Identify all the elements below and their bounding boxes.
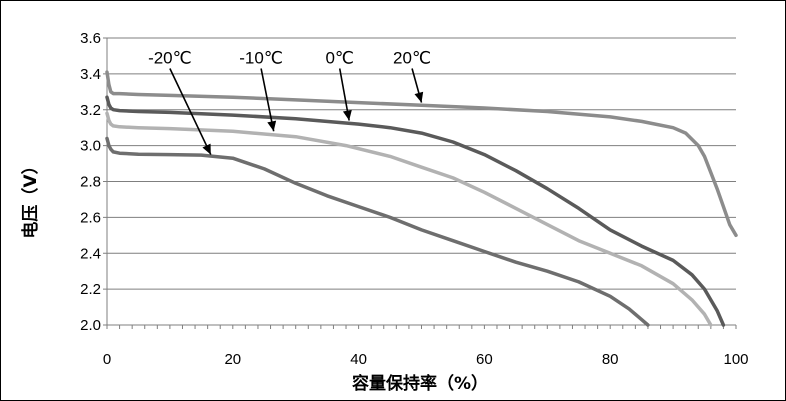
series-line--20℃ [105, 136, 650, 327]
x-tick-label: 40 [350, 351, 367, 368]
y-tick-label: 3.4 [80, 66, 101, 83]
y-tick-label: 2.2 [80, 281, 101, 298]
annotation-arrowhead [267, 120, 277, 132]
series-line-0℃ [105, 95, 726, 327]
annotation-label: 20℃ [393, 48, 431, 67]
gridlines [107, 37, 736, 326]
x-tick-label: 80 [602, 351, 619, 368]
annotation-arrowhead [414, 91, 424, 103]
y-tick-label: 2.6 [80, 209, 101, 226]
y-tick-label: 3.6 [80, 30, 101, 47]
annotation-label: -20℃ [148, 48, 192, 67]
annotation-label: 0℃ [325, 48, 354, 67]
x-tick-label: 0 [103, 351, 111, 368]
x-tick-label: 60 [476, 351, 493, 368]
axes: 2.0 2.2 2.4 2.6 2.8 3.0 3.2 3.4 3.6 0 20 40 60 80 100 [80, 30, 748, 368]
y-tick-label: 3.0 [80, 138, 101, 155]
y-tick-label: 3.2 [80, 102, 101, 119]
y-tick-label: 2.4 [80, 245, 101, 262]
x-tick-label: 100 [723, 351, 748, 368]
annotation-arrowhead [202, 143, 211, 155]
annotation-arrowhead [342, 109, 352, 121]
y-axis-title: 电压（V） [20, 157, 41, 238]
y-tick-label: 2.8 [80, 174, 101, 191]
series-lines [105, 70, 738, 327]
annotation-arrow [169, 68, 212, 155]
y-tick-label: 2.0 [80, 317, 101, 334]
annotations: -20℃ -10℃ 0℃ 20℃ [148, 48, 431, 155]
x-axis-title: 容量保持率（%） [352, 373, 488, 394]
series-line-20℃ [105, 70, 738, 238]
annotation-label: -10℃ [239, 48, 283, 67]
x-tick-label: 20 [224, 351, 241, 368]
annotation-arrow [260, 68, 275, 132]
series-line--10℃ [105, 111, 713, 327]
